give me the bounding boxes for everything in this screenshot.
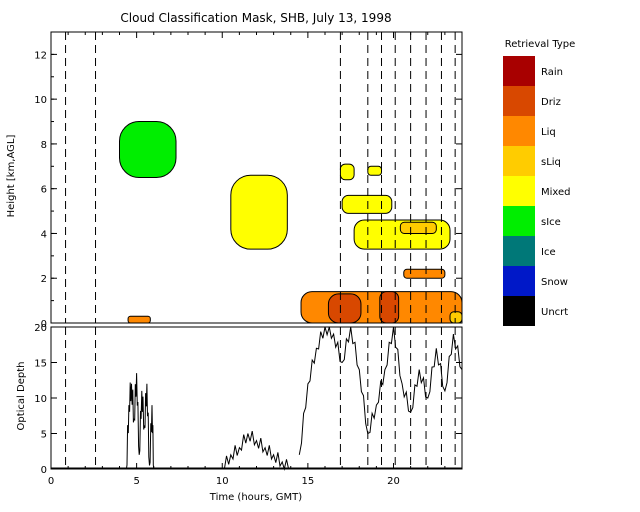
legend-swatch-sice xyxy=(503,206,535,236)
cloud-region-sliq xyxy=(449,311,463,324)
top-y-tick-label: 10 xyxy=(34,95,47,106)
bottom-axes: 0 5 10 15 20 0 5 10 15 20 xyxy=(34,323,463,487)
top-axes: 0 2 4 6 8 10 12 xyxy=(34,31,463,330)
cloud-region-liq xyxy=(127,315,151,324)
legend-label-rain: Rain xyxy=(541,67,563,78)
legend: Retrieval Type Rain Driz Liq sLiq Mixed sIce I… xyxy=(503,39,575,326)
x-tick-label: 5 xyxy=(133,476,139,487)
legend-swatch-ice xyxy=(503,236,535,266)
top-y-tick-label: 6 xyxy=(41,185,47,196)
chart-title: Cloud Classification Mask, SHB, July 13,… xyxy=(120,11,391,25)
bottom-y-tick-label: 10 xyxy=(34,394,47,405)
optical-depth-line-2 xyxy=(222,430,291,471)
cloud-region-mixed xyxy=(341,194,393,214)
cloud-region-sice xyxy=(119,121,177,178)
cloud-region-mixed xyxy=(230,174,288,250)
x-tick-label: 0 xyxy=(48,476,54,487)
x-axis-label: Time (hours, GMT) xyxy=(209,492,303,503)
legend-swatch-uncrt xyxy=(503,296,535,326)
legend-swatch-rain xyxy=(503,56,535,86)
legend-swatch-liq xyxy=(503,116,535,146)
legend-title: Retrieval Type xyxy=(505,39,576,50)
x-tick-label: 20 xyxy=(387,476,400,487)
cloud-region-liq xyxy=(403,268,446,279)
legend-label-ice: Ice xyxy=(541,247,556,258)
legend-label-sliq: sLiq xyxy=(541,157,561,168)
legend-label-driz: Driz xyxy=(541,97,561,108)
legend-label-sice: sIce xyxy=(541,217,561,228)
top-y-axis-label: Height [km,AGL] xyxy=(6,135,17,218)
top-y-tick-label: 2 xyxy=(41,274,47,285)
optical-depth-line-3 xyxy=(298,326,463,455)
x-tick-label: 10 xyxy=(216,476,229,487)
cloud-region-mixed xyxy=(367,165,383,176)
legend-swatch-mixed xyxy=(503,176,535,206)
legend-label-liq: Liq xyxy=(541,127,556,138)
cloud-region-mixed xyxy=(339,163,355,181)
legend-swatch-snow xyxy=(503,266,535,296)
bottom-y-tick-label: 0 xyxy=(41,465,47,476)
legend-swatch-sliq xyxy=(503,146,535,176)
top-dashed-lines xyxy=(65,32,456,323)
cloud-region-driz xyxy=(327,293,362,324)
x-tick-label: 15 xyxy=(302,476,315,487)
bottom-y-tick-label: 15 xyxy=(34,359,47,370)
bottom-y-tick-label: 5 xyxy=(41,430,47,441)
top-y-tick-label: 4 xyxy=(41,229,47,240)
legend-label-snow: Snow xyxy=(541,277,568,288)
top-y-tick-label: 8 xyxy=(41,140,47,151)
top-y-tick-label: 0 xyxy=(41,319,47,330)
cloud-region-driz xyxy=(379,291,400,324)
legend-label-uncrt: Uncrt xyxy=(541,307,568,318)
optical-depth-line-1 xyxy=(125,373,155,470)
bottom-y-axis-label: Optical Depth xyxy=(16,362,27,431)
bottom-dashed-lines xyxy=(65,327,456,469)
legend-swatch-driz xyxy=(503,86,535,116)
top-y-tick-label: 12 xyxy=(34,50,47,61)
cloud-region-sliq xyxy=(399,221,437,234)
legend-label-mixed: Mixed xyxy=(541,187,571,198)
bottom-y-tick-label: 20 xyxy=(34,323,47,334)
